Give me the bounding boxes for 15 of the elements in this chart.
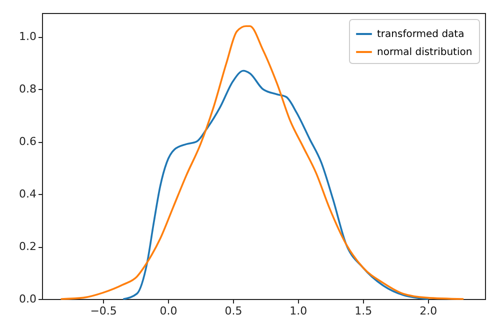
x-tick-label: 0.5 [224, 304, 242, 318]
y-tick-label: 0.8 [19, 82, 36, 96]
line-series [122, 70, 429, 300]
legend-label: normal distribution [377, 47, 472, 58]
x-tick-label: 1.0 [290, 304, 308, 318]
x-tick-label: 0.0 [160, 304, 178, 318]
legend-label: transformed data [377, 29, 464, 40]
x-tick-label: 1.5 [354, 304, 372, 318]
y-tick-label: 0.6 [19, 135, 36, 148]
x-tick-label: −0.5 [90, 304, 117, 318]
y-tick-label: 0.4 [19, 188, 36, 201]
y-tick-label: 0.2 [19, 240, 36, 254]
x-tick-label: 2.0 [420, 304, 438, 318]
y-tick-label: 1.0 [19, 30, 36, 44]
y-tick-label: 0.0 [19, 292, 36, 306]
